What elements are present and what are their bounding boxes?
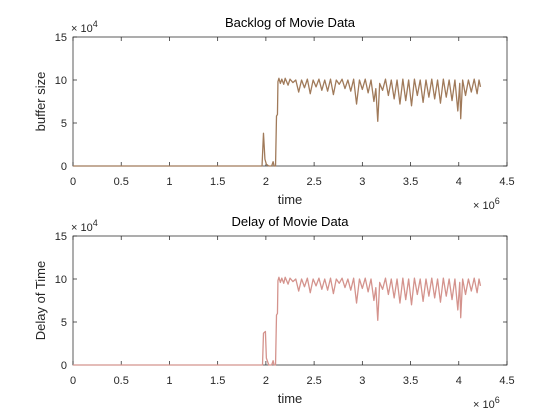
y-tick-label: 10 <box>55 75 67 87</box>
x-tick-label: 0 <box>70 375 76 387</box>
x-tick-label: 1.5 <box>210 375 225 387</box>
plot-area <box>72 235 508 366</box>
x-axis-label: time <box>278 192 303 207</box>
x-axis-label: time <box>278 391 303 406</box>
data-series-line-1 <box>73 276 482 366</box>
data-series-line-1 <box>73 77 482 167</box>
y-multiplier-exp: 4 <box>93 218 98 228</box>
chart-panel-1: 0 0.5 1 1.5 2 2.5 3 3.5 4 4.5 0 5 10 15 Backlog of Mov… <box>33 15 515 212</box>
x-tick-label: 2 <box>263 375 269 387</box>
y-multiplier-base: × 10 <box>71 23 93 35</box>
chart-title: Backlog of Movie Data <box>225 15 356 30</box>
x-axis-multiplier: × 106 <box>473 395 500 411</box>
x-tick-label: 3 <box>359 375 365 387</box>
x-tick-label: 3.5 <box>403 176 418 188</box>
x-tick-label: 3.5 <box>403 375 418 387</box>
x-tick-label: 3 <box>359 176 365 188</box>
x-axis-multiplier: × 106 <box>473 196 500 212</box>
x-tick-label: 0.5 <box>114 176 129 188</box>
y-tick-label: 15 <box>55 231 67 243</box>
chart-title: Delay of Movie Data <box>231 214 349 229</box>
y-axis-label: buffer size <box>33 72 48 132</box>
y-tick-label: 0 <box>61 161 67 173</box>
y-axis-multiplier: × 104 <box>71 218 98 234</box>
y-axis-multiplier: × 104 <box>71 19 98 35</box>
y-multiplier-base: × 10 <box>71 222 93 234</box>
chart-panel-2: 0 0.5 1 1.5 2 2.5 3 3.5 4 4.5 0 5 10 15 Delay of Movie… <box>33 214 515 411</box>
x-multiplier-base: × 10 <box>473 200 495 212</box>
x-multiplier-exp: 6 <box>495 395 500 405</box>
x-multiplier-base: × 10 <box>473 399 495 411</box>
x-tick-label: 1 <box>166 176 172 188</box>
x-tick-label: 1.5 <box>210 176 225 188</box>
x-tick-label: 1 <box>166 375 172 387</box>
y-tick-label: 0 <box>61 360 67 372</box>
x-multiplier-exp: 6 <box>495 196 500 206</box>
x-tick-label: 0 <box>70 176 76 188</box>
plot-area <box>72 36 508 167</box>
x-tick-label: 4 <box>456 375 462 387</box>
x-tick-label: 4.5 <box>499 176 514 188</box>
y-tick-label: 5 <box>61 317 67 329</box>
x-tick-label: 4.5 <box>499 375 514 387</box>
x-tick-label: 0.5 <box>114 375 129 387</box>
y-tick-label: 5 <box>61 118 67 130</box>
x-tick-label: 4 <box>456 176 462 188</box>
x-tick-label: 2 <box>263 176 269 188</box>
x-tick-label: 2.5 <box>306 176 321 188</box>
y-axis-label: Delay of Time <box>33 261 48 340</box>
y-multiplier-exp: 4 <box>93 19 98 29</box>
y-tick-label: 15 <box>55 32 67 44</box>
x-tick-label: 2.5 <box>306 375 321 387</box>
y-tick-label: 10 <box>55 274 67 286</box>
